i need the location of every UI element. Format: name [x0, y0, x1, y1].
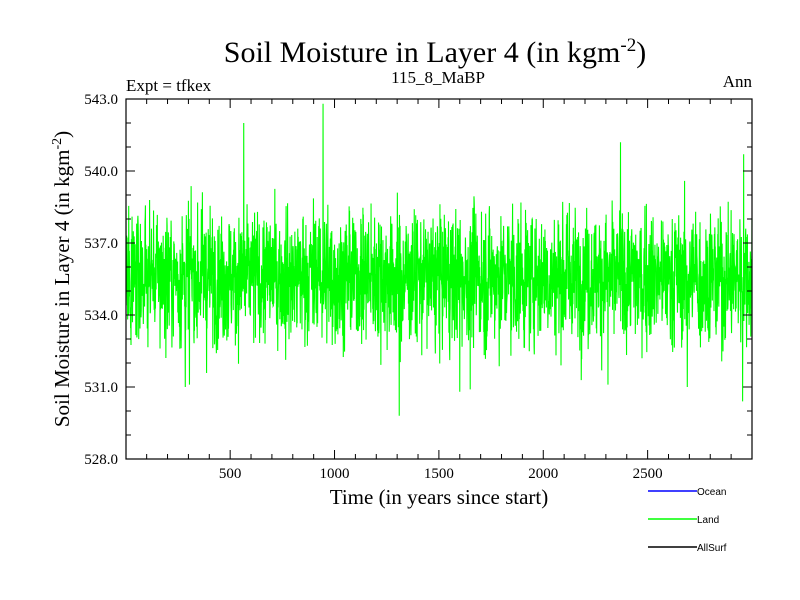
- legend-label-allsurf: AllSurf: [697, 543, 727, 554]
- legend-label-land: Land: [697, 515, 719, 526]
- experiment-label: Expt = tfkex: [126, 76, 212, 95]
- series-group: [125, 103, 753, 416]
- y-tick-label: 534.0: [84, 308, 118, 324]
- land-series-line: [125, 103, 753, 416]
- x-tick-label: 1500: [424, 466, 454, 482]
- legend: Ocean Land AllSurf: [648, 487, 727, 554]
- y-tick-label: 543.0: [84, 92, 118, 108]
- legend-label-ocean: Ocean: [697, 487, 726, 498]
- x-axis-label: Time (in years since start): [330, 485, 549, 509]
- x-tick-label: 2000: [528, 466, 558, 482]
- x-tick-label: 500: [219, 466, 242, 482]
- season-label: Ann: [723, 72, 753, 91]
- y-tick-label: 531.0: [84, 380, 118, 396]
- x-axis: 500 1000 1500 2000 2500: [146, 99, 753, 482]
- y-axis: 528.0 531.0 534.0 537.0 540.0 543.0: [84, 92, 752, 468]
- chart-title: Soil Moisture in Layer 4 (in kgm-2): [224, 35, 646, 69]
- y-tick-label: 540.0: [84, 164, 118, 180]
- period-label: 115_8_MaBP: [391, 68, 485, 87]
- y-tick-label: 528.0: [84, 452, 118, 468]
- y-axis-label: Soil Moisture in Layer 4 (in kgm-2): [50, 131, 74, 427]
- y-tick-label: 537.0: [84, 236, 118, 252]
- x-tick-label: 1000: [320, 466, 350, 482]
- x-tick-label: 2500: [633, 466, 663, 482]
